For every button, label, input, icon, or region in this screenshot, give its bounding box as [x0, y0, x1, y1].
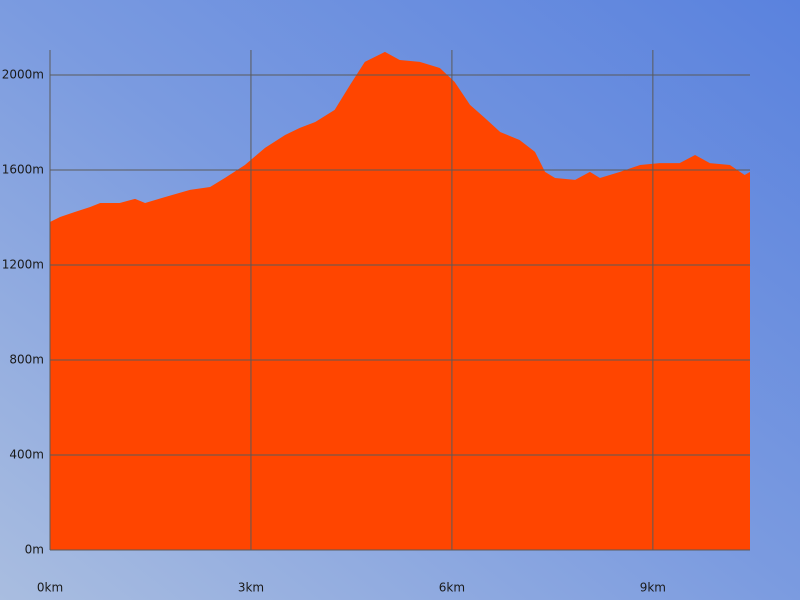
y-tick-label: 1200m	[2, 257, 44, 271]
y-tick-label: 2000m	[2, 67, 44, 81]
x-tick-label: 9km	[640, 581, 666, 595]
y-tick-label: 0m	[25, 543, 44, 557]
y-tick-label: 800m	[9, 352, 44, 366]
elevation-area	[50, 51, 750, 550]
x-tick-label: 6km	[439, 581, 465, 595]
x-tick-label: 3km	[238, 581, 264, 595]
y-tick-label: 1600m	[2, 162, 44, 176]
y-tick-label: 400m	[9, 447, 44, 461]
x-tick-label: 0km	[37, 581, 63, 595]
